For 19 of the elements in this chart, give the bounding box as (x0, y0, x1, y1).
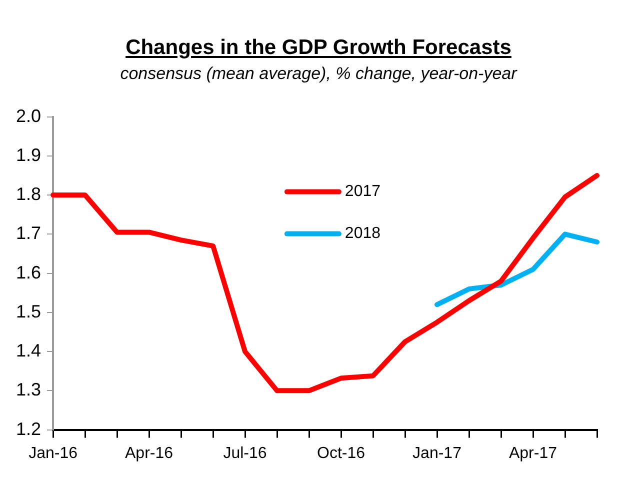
legend-label: 2017 (344, 183, 381, 200)
y-tick-label: 1.7 (16, 223, 42, 244)
y-tick-label: 2.0 (16, 106, 42, 126)
chart-title: Changes in the GDP Growth Forecasts (124, 36, 512, 60)
y-tick-label: 1.5 (16, 301, 42, 322)
legend-label: 2018 (344, 225, 381, 242)
y-tick-label: 1.6 (16, 262, 42, 282)
x-tick-label: Apr-16 (125, 444, 174, 462)
x-tick-label: Apr-17 (508, 444, 558, 462)
y-tick-label: 1.2 (16, 418, 42, 439)
x-tick-label: Oct-16 (317, 444, 366, 462)
y-tick-label: 1.4 (16, 340, 42, 361)
x-tick-label: Jan-17 (412, 444, 462, 462)
y-tick-label: 1.3 (16, 380, 42, 400)
chart-subtitle: consensus (mean average), % change, year-on-year (119, 64, 518, 84)
x-tick-label: Jul-16 (223, 444, 267, 462)
y-tick-label: 1.9 (16, 144, 42, 165)
x-tick-label: Jan-16 (28, 444, 78, 462)
y-tick-label: 1.8 (16, 184, 42, 204)
